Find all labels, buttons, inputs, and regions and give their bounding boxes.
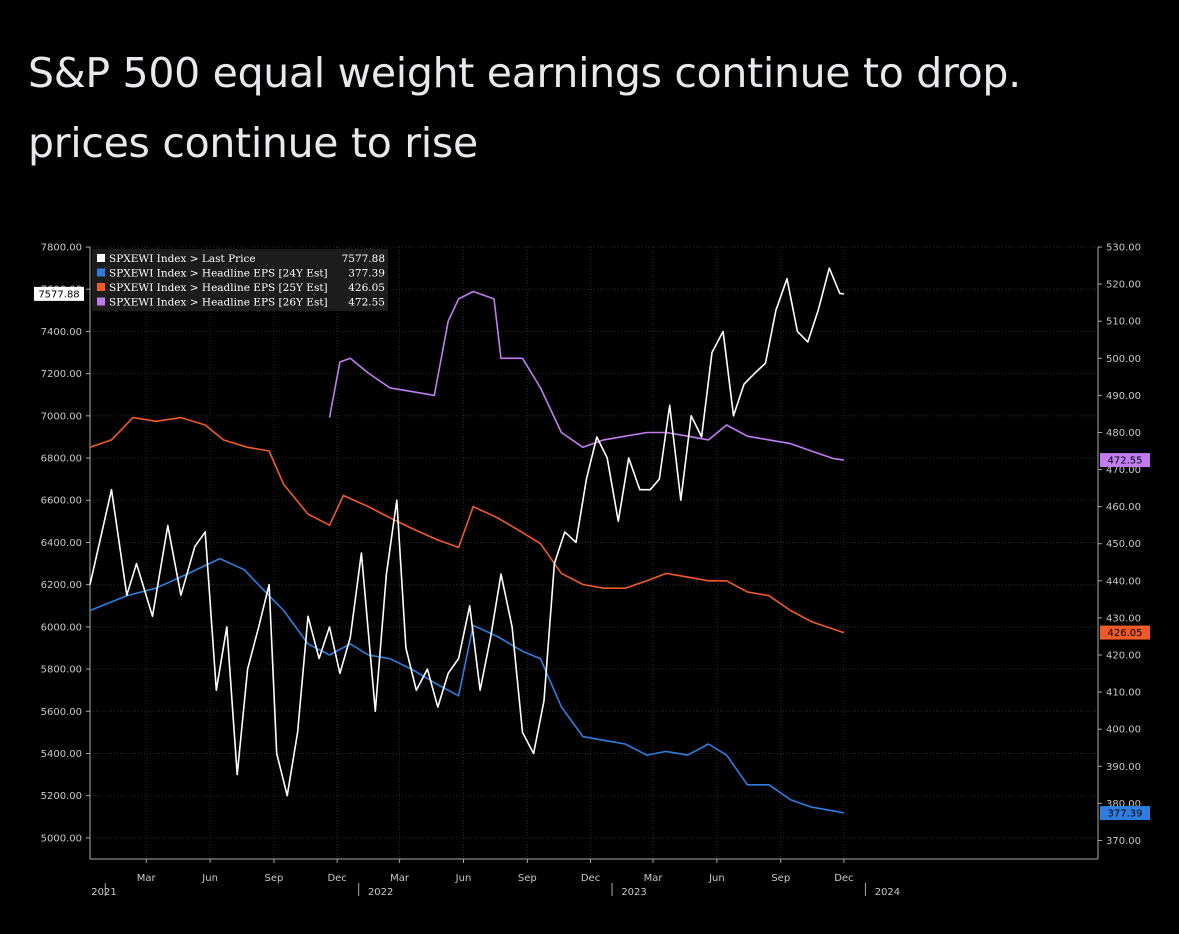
x-tick-label: Sep xyxy=(771,873,790,884)
left-tick-label: 6800.00 xyxy=(41,454,82,465)
legend-label-1: SPXEWI Index > Headline EPS [24Y Est] xyxy=(109,268,328,280)
last-value-tag-0 xyxy=(34,286,84,301)
last-value-tag-3 xyxy=(1100,453,1150,468)
last-value-tag-1 xyxy=(1100,806,1150,821)
right-tick-label: 460.00 xyxy=(1106,502,1141,513)
line-chart: 5000.00 5200.00 5400.00 5600.00 5800.00 6000.… xyxy=(34,243,1150,898)
left-tick-label: 7000.00 xyxy=(41,411,82,422)
right-tick-label: 370.00 xyxy=(1106,836,1141,847)
year-label: 2023 xyxy=(621,887,646,898)
x-tick-label: Sep xyxy=(518,873,537,884)
right-tick-label: 420.00 xyxy=(1106,651,1141,662)
legend-label-0: SPXEWI Index > Last Price xyxy=(109,253,256,265)
post-title: S&P 500 equal weight earnings continue t… xyxy=(28,38,1168,178)
left-tick-label: 6200.00 xyxy=(41,580,82,591)
x-tick-label: Dec xyxy=(327,873,346,884)
legend-value-3: 472.55 xyxy=(348,297,385,309)
plot-area xyxy=(90,247,1098,859)
right-tick-label: 490.00 xyxy=(1106,391,1141,402)
left-tick-label: 6000.00 xyxy=(41,622,82,633)
left-tick-label: 5000.00 xyxy=(41,833,82,844)
post-title-line-2: prices continue to rise xyxy=(28,119,478,167)
right-tick-label: 430.00 xyxy=(1106,613,1141,624)
x-tick-label: Mar xyxy=(390,873,410,884)
x-tick-label: Jun xyxy=(201,873,218,884)
legend-swatch-2 xyxy=(97,283,105,291)
legend-swatch-0 xyxy=(97,254,105,262)
right-tick-label: 500.00 xyxy=(1106,354,1141,365)
left-tick-label: 5400.00 xyxy=(41,749,82,760)
right-tick-label: 410.00 xyxy=(1106,688,1141,699)
series-line-3 xyxy=(328,290,845,461)
right-tick-label: 390.00 xyxy=(1106,762,1141,773)
left-tick-label: 5200.00 xyxy=(41,791,82,802)
series-line-0 xyxy=(89,267,844,797)
right-tick-label: 480.00 xyxy=(1106,428,1141,439)
last-value-label-1: 377.39 xyxy=(1108,809,1143,820)
legend-swatch-1 xyxy=(97,268,105,277)
legend-label-3: SPXEWI Index > Headline EPS [26Y Est] xyxy=(109,297,328,309)
series-lines xyxy=(89,267,845,814)
right-tick-label: 530.00 xyxy=(1106,243,1141,254)
legend-value-1: 377.39 xyxy=(348,268,385,280)
year-label: 2024 xyxy=(875,887,900,898)
right-tick-label: 470.00 xyxy=(1106,465,1141,476)
series-line-1 xyxy=(89,557,845,814)
left-tick-label: 7800.00 xyxy=(41,243,82,254)
right-tick-label: 450.00 xyxy=(1106,539,1141,550)
legend-value-0: 7577.88 xyxy=(342,253,385,265)
right-tick-label: 440.00 xyxy=(1106,576,1141,587)
x-tick-label: Mar xyxy=(644,873,664,884)
right-tick-label: 380.00 xyxy=(1106,799,1141,810)
legend: SPXEWI Index > Last Price 7577.88 SPXEWI I… xyxy=(92,249,388,311)
left-tick-label: 5600.00 xyxy=(41,707,82,718)
last-value-label-3: 472.55 xyxy=(1108,456,1143,467)
left-tick-label: 6400.00 xyxy=(41,538,82,549)
legend-value-2: 426.05 xyxy=(348,282,385,294)
x-axis: Mar Jun Sep Dec Mar Jun Sep Dec Mar Jun Sep Dec 2021… xyxy=(90,858,1098,898)
post-title-line-1: S&P 500 equal weight earnings continue t… xyxy=(28,49,1021,97)
right-tick-label: 520.00 xyxy=(1106,280,1141,291)
year-label: 2022 xyxy=(368,887,393,898)
right-tick-label: 400.00 xyxy=(1106,725,1141,736)
left-tick-label: 7200.00 xyxy=(41,369,82,380)
series-line-2 xyxy=(89,416,845,634)
legend-label-2: SPXEWI Index > Headline EPS [25Y Est] xyxy=(109,282,328,294)
last-value-tag-2 xyxy=(1100,625,1150,640)
right-tick-label: 510.00 xyxy=(1106,317,1141,328)
x-tick-label: Sep xyxy=(265,873,284,884)
x-tick-label: Jun xyxy=(708,873,725,884)
left-tick-label: 5800.00 xyxy=(41,665,82,676)
x-tick-label: Mar xyxy=(137,873,157,884)
last-value-tags: 7577.88 377.39 426.05 472.55 xyxy=(34,286,1150,821)
last-value-label-2: 426.05 xyxy=(1108,628,1143,639)
right-y-axis: 370.00 380.00 390.00 400.00 410.00 420.00 430.… xyxy=(1097,243,1141,859)
left-y-axis: 5000.00 5200.00 5400.00 5600.00 5800.00 6000.… xyxy=(41,243,91,859)
legend-box xyxy=(92,249,388,311)
x-tick-label: Dec xyxy=(834,873,853,884)
last-value-label-0: 7577.88 xyxy=(38,289,79,300)
left-tick-label: 7400.00 xyxy=(41,327,82,338)
x-tick-label: Dec xyxy=(581,873,600,884)
left-tick-label: 6600.00 xyxy=(41,496,82,507)
x-tick-label: Jun xyxy=(455,873,472,884)
legend-swatch-3 xyxy=(97,297,105,306)
year-label: 2021 xyxy=(91,887,116,898)
